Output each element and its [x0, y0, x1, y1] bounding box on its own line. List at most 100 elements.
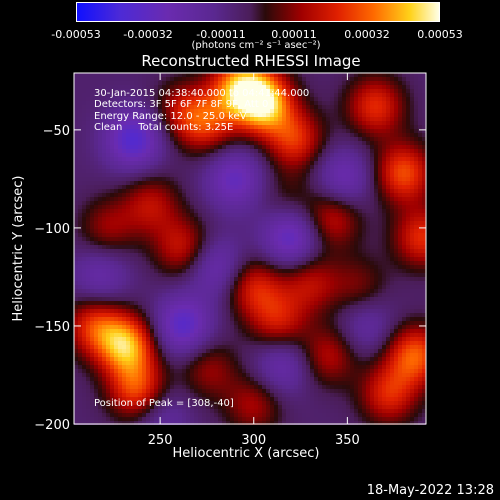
heatmap-cell	[110, 93, 114, 97]
heatmap-cell	[246, 221, 250, 225]
heatmap-cell	[158, 185, 162, 189]
heatmap-cell	[226, 133, 230, 137]
heatmap-cell	[234, 233, 238, 237]
heatmap-cell	[342, 149, 346, 153]
heatmap-cell	[358, 221, 362, 225]
heatmap-cell	[370, 257, 374, 261]
heatmap-cell	[198, 145, 202, 149]
heatmap-cell	[150, 125, 154, 129]
heatmap-cell	[182, 269, 186, 273]
heatmap-cell	[242, 113, 246, 117]
heatmap-cell	[378, 237, 382, 241]
heatmap-cell	[374, 237, 378, 241]
heatmap-cell	[342, 157, 346, 161]
heatmap-cell	[370, 217, 374, 221]
heatmap-cell	[106, 249, 110, 253]
heatmap-cell	[158, 189, 162, 193]
heatmap-cell	[210, 165, 214, 169]
heatmap-cell	[250, 269, 254, 273]
heatmap-cell	[314, 153, 318, 157]
heatmap-cell	[118, 265, 122, 269]
heatmap-cell	[350, 205, 354, 209]
heatmap-cell	[162, 85, 166, 89]
heatmap-cell	[410, 121, 414, 125]
heatmap-cell	[82, 137, 86, 141]
heatmap-cell	[214, 257, 218, 261]
heatmap-cell	[394, 185, 398, 189]
heatmap-cell	[378, 245, 382, 249]
heatmap-cell	[266, 81, 270, 85]
heatmap-cell	[294, 293, 298, 297]
heatmap-cell	[138, 217, 142, 221]
heatmap-cell	[98, 225, 102, 229]
heatmap-cell	[110, 257, 114, 261]
heatmap-cell	[398, 217, 402, 221]
heatmap-cell	[94, 81, 98, 85]
heatmap-cell	[418, 253, 422, 257]
heatmap-cell	[110, 121, 114, 125]
heatmap-cell	[290, 261, 294, 265]
heatmap-cell	[262, 197, 266, 201]
heatmap-cell	[414, 241, 418, 245]
heatmap-cell	[190, 225, 194, 229]
heatmap-cell	[306, 177, 310, 181]
heatmap-cell	[178, 225, 182, 229]
heatmap-cell	[350, 129, 354, 133]
heatmap-cell	[414, 81, 418, 85]
heatmap-cell	[358, 261, 362, 265]
heatmap-cell	[246, 177, 250, 181]
heatmap-cell	[410, 73, 414, 77]
heatmap-cell	[330, 225, 334, 229]
heatmap-cell	[106, 73, 110, 77]
heatmap-cell	[210, 77, 214, 81]
heatmap-cell	[182, 193, 186, 197]
heatmap-cell	[318, 201, 322, 205]
heatmap-cell	[278, 249, 282, 253]
heatmap-cell	[226, 241, 230, 245]
heatmap-cell	[370, 209, 374, 213]
heatmap-cell	[414, 245, 418, 249]
heatmap-cell	[150, 181, 154, 185]
heatmap-cell	[78, 201, 82, 205]
heatmap-cell	[262, 137, 266, 141]
heatmap-cell	[270, 241, 274, 245]
heatmap-cell	[166, 265, 170, 269]
heatmap-cell	[178, 217, 182, 221]
heatmap-cell	[298, 157, 302, 161]
heatmap-cell	[178, 297, 182, 301]
heatmap-cell	[142, 253, 146, 257]
heatmap-cell	[302, 189, 306, 193]
heatmap-cell	[330, 257, 334, 261]
heatmap-cell	[106, 137, 110, 141]
heatmap-cell	[346, 73, 350, 77]
heatmap-cell	[334, 157, 338, 161]
heatmap-cell	[422, 73, 426, 77]
heatmap-cell	[366, 209, 370, 213]
heatmap-cell	[190, 141, 194, 145]
heatmap-cell	[94, 205, 98, 209]
heatmap-cell	[338, 257, 342, 261]
heatmap-cell	[150, 137, 154, 141]
heatmap-cell	[134, 249, 138, 253]
heatmap-cell	[182, 197, 186, 201]
heatmap-cell	[326, 189, 330, 193]
heatmap-cell	[138, 161, 142, 165]
heatmap-cell	[166, 269, 170, 273]
heatmap-cell	[378, 213, 382, 217]
heatmap-cell	[398, 77, 402, 81]
heatmap-cell	[162, 165, 166, 169]
heatmap-cell	[362, 281, 366, 285]
heatmap-cell	[410, 241, 414, 245]
heatmap-cell	[166, 297, 170, 301]
heatmap-cell	[238, 277, 242, 281]
heatmap-cell	[90, 85, 94, 89]
heatmap-cell	[382, 253, 386, 257]
heatmap-cell	[114, 293, 118, 297]
heatmap-cell	[282, 273, 286, 277]
heatmap-cell	[74, 205, 78, 209]
heatmap-cell	[150, 217, 154, 221]
heatmap-cell	[218, 153, 222, 157]
heatmap-cell	[398, 189, 402, 193]
heatmap-cell	[166, 133, 170, 137]
heatmap-cell	[230, 269, 234, 273]
